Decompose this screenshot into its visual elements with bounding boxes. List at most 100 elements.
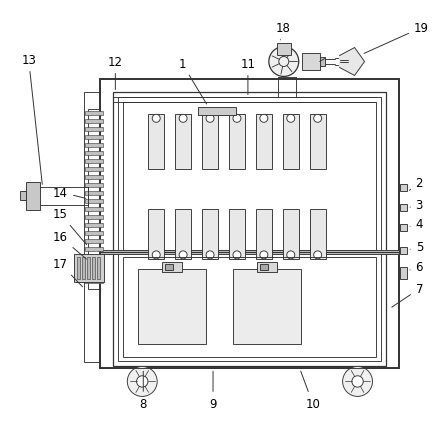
Bar: [39, 187, 89, 205]
Bar: [175, 210, 191, 259]
Bar: [400, 184, 408, 192]
Bar: [302, 53, 320, 71]
Text: 6: 6: [410, 261, 423, 273]
Text: 2: 2: [409, 176, 423, 191]
Bar: [101, 80, 400, 368]
Circle shape: [314, 251, 322, 259]
Bar: [78, 257, 81, 279]
Bar: [162, 262, 182, 272]
Bar: [283, 115, 299, 170]
Bar: [400, 248, 408, 254]
Bar: [85, 152, 103, 156]
Bar: [89, 110, 101, 289]
Bar: [26, 183, 39, 210]
Bar: [256, 210, 272, 259]
Bar: [93, 257, 95, 279]
Bar: [85, 279, 103, 283]
Bar: [85, 216, 103, 219]
Bar: [175, 115, 191, 170]
Circle shape: [206, 251, 214, 259]
Bar: [123, 257, 377, 357]
Bar: [85, 176, 103, 180]
Circle shape: [269, 47, 299, 77]
Circle shape: [127, 367, 157, 397]
Circle shape: [260, 251, 268, 259]
Bar: [148, 210, 164, 259]
Bar: [320, 58, 325, 67]
Bar: [202, 210, 218, 259]
Bar: [256, 115, 272, 170]
Circle shape: [314, 115, 322, 123]
Bar: [85, 224, 103, 227]
Bar: [85, 199, 103, 204]
Bar: [101, 250, 400, 254]
Bar: [82, 257, 85, 279]
Bar: [85, 160, 103, 164]
Bar: [85, 136, 103, 140]
Circle shape: [287, 115, 295, 123]
Bar: [85, 128, 103, 132]
Bar: [85, 112, 103, 116]
Bar: [19, 192, 26, 201]
Text: 3: 3: [410, 198, 423, 211]
Bar: [257, 262, 277, 272]
Bar: [97, 257, 101, 279]
Bar: [277, 43, 291, 55]
Circle shape: [260, 115, 268, 123]
Bar: [123, 103, 377, 250]
Bar: [310, 115, 326, 170]
Text: 19: 19: [364, 22, 429, 54]
Bar: [198, 108, 236, 116]
Circle shape: [287, 251, 295, 259]
Text: 8: 8: [140, 371, 147, 410]
Bar: [400, 204, 408, 211]
Bar: [113, 93, 386, 366]
Bar: [310, 210, 326, 259]
Circle shape: [233, 115, 241, 123]
Bar: [165, 264, 173, 270]
Circle shape: [152, 115, 160, 123]
Circle shape: [152, 251, 160, 259]
Circle shape: [342, 367, 373, 397]
Text: 7: 7: [392, 282, 423, 308]
Text: 11: 11: [241, 58, 256, 95]
Bar: [233, 269, 301, 344]
Text: 5: 5: [410, 241, 423, 254]
Bar: [85, 255, 103, 259]
Text: 10: 10: [301, 371, 320, 410]
Bar: [202, 115, 218, 170]
Bar: [85, 184, 103, 187]
Text: 18: 18: [276, 22, 290, 41]
Bar: [260, 264, 268, 270]
Bar: [229, 115, 245, 170]
Bar: [85, 120, 103, 124]
Polygon shape: [340, 49, 365, 76]
Text: 17: 17: [53, 258, 82, 287]
Bar: [229, 210, 245, 259]
Text: 12: 12: [108, 56, 123, 90]
Circle shape: [352, 376, 363, 387]
Bar: [148, 115, 164, 170]
Bar: [85, 263, 103, 267]
Bar: [85, 231, 103, 236]
Bar: [85, 207, 103, 211]
Bar: [400, 225, 408, 231]
Circle shape: [136, 376, 148, 387]
Bar: [85, 144, 103, 148]
Bar: [85, 271, 103, 275]
Bar: [283, 210, 299, 259]
Bar: [87, 257, 90, 279]
Bar: [85, 239, 103, 243]
Bar: [85, 168, 103, 172]
Circle shape: [179, 251, 187, 259]
Text: 9: 9: [209, 371, 217, 410]
Bar: [85, 192, 103, 196]
Text: 15: 15: [53, 208, 87, 245]
Bar: [85, 248, 103, 251]
Text: 14: 14: [53, 186, 86, 199]
Circle shape: [206, 115, 214, 123]
Text: 1: 1: [179, 58, 206, 105]
Text: 13: 13: [21, 54, 42, 185]
Text: 4: 4: [410, 218, 423, 231]
Text: 16: 16: [53, 231, 86, 259]
